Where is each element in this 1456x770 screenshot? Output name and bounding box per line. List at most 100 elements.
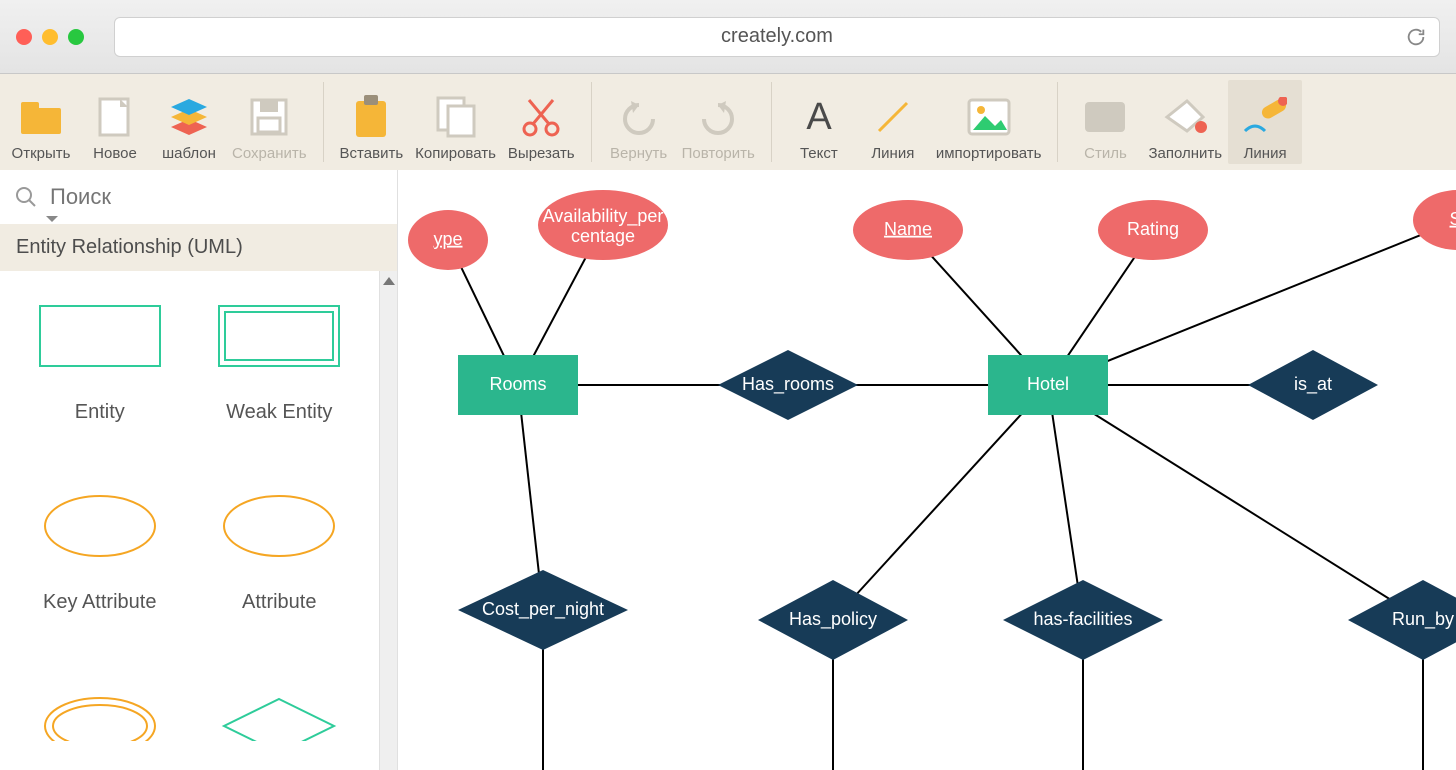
canvas[interactable]: ype Availability_per centage Name Rating St R… [398,170,1456,770]
toolbar-template-button[interactable]: шаблон [152,80,226,164]
toolbar-open-button[interactable]: Открыть [4,80,78,164]
node-run_by-label: Run_by [1392,609,1454,630]
pencil-icon [1243,95,1287,139]
scrollbar[interactable] [379,271,397,770]
paste-icon [349,95,393,139]
search-icon [14,185,38,209]
node-rooms[interactable]: Rooms [458,355,578,415]
toolbar: Открыть Новое шаблон Сохранить Вставить … [0,74,1456,170]
toolbar-new-button[interactable]: Новое [78,80,152,164]
reload-icon[interactable] [1405,26,1427,48]
toolbar-import-button[interactable]: импортировать [930,80,1048,164]
toolbar-paste-button[interactable]: Вставить [334,80,410,164]
minimize-window-button[interactable] [42,29,58,45]
relationship-preview-icon [214,681,344,751]
node-name[interactable]: Name [853,200,963,260]
node-has_policy-label: Has_policy [789,609,877,630]
new-icon [93,95,137,139]
toolbar-redo-label: Повторить [682,145,755,162]
toolbar-redo-button: Повторить [676,80,761,164]
weak_entity-preview-icon [214,301,344,371]
toolbar-undo-button: Вернуть [602,80,676,164]
node-rating[interactable]: Rating [1098,200,1208,260]
toolbar-line-button[interactable]: Линия [856,80,930,164]
node-st[interactable]: St [1413,190,1456,250]
shape-entity[interactable]: Entity [10,301,190,491]
import-icon [967,95,1011,139]
toolbar-open-label: Открыть [12,145,71,162]
node-type[interactable]: ype [408,210,488,270]
node-is_at[interactable]: is_at [1248,350,1378,420]
toolbar-cut-button[interactable]: Вырезать [502,80,581,164]
style-icon [1083,95,1127,139]
node-has_rooms[interactable]: Has_rooms [718,350,858,420]
zoom-window-button[interactable] [68,29,84,45]
toolbar-undo-label: Вернуть [610,145,667,162]
undo-icon [617,95,661,139]
search-dropdown-icon[interactable] [46,216,58,222]
attr-preview-icon [214,491,344,561]
toolbar-save-label: Сохранить [232,145,307,162]
toolbar-pencil-label: Линия [1244,145,1287,162]
toolbar-template-label: шаблон [162,145,216,162]
shape-attr[interactable]: Attribute [190,491,370,681]
shape-weak_entity-label: Weak Entity [226,401,332,424]
window-controls [16,29,84,45]
cut-icon [519,95,563,139]
node-cost-label: Cost_per_night [482,599,604,620]
shape-relationship[interactable] [190,681,370,770]
sidebar: Entity Relationship (UML) Entity Weak En… [0,170,398,770]
node-hotel[interactable]: Hotel [988,355,1108,415]
node-st-label: St [1449,209,1456,229]
category-header[interactable]: Entity Relationship (UML) [0,224,397,271]
shape-key_attr-label: Key Attribute [43,591,156,614]
node-cost[interactable]: Cost_per_night [458,570,628,650]
address-bar[interactable]: creately.com [114,17,1440,57]
node-has_policy[interactable]: Has_policy [758,580,908,660]
shape-entity-label: Entity [75,401,125,424]
entity-preview-icon [35,301,165,371]
shape-key_attr[interactable]: Key Attribute [10,491,190,681]
search-row [0,170,397,224]
node-name-label: Name [884,219,932,239]
toolbar-text-button[interactable]: A Текст [782,80,856,164]
node-has_fac[interactable]: has-facilities [1003,580,1163,660]
toolbar-cut-label: Вырезать [508,145,575,162]
text-icon: A [797,95,841,139]
line-icon [871,95,915,139]
toolbar-import-label: импортировать [936,145,1042,162]
workspace: Entity Relationship (UML) Entity Weak En… [0,170,1456,770]
toolbar-style-button: Стиль [1068,80,1142,164]
edge-hotel-has_policy[interactable] [833,385,1048,620]
key_attr-preview-icon [35,491,165,561]
node-hotel-label: Hotel [1027,374,1069,394]
shape-weak_entity[interactable]: Weak Entity [190,301,370,491]
toolbar-fill-button[interactable]: Заполнить [1142,80,1228,164]
node-is_at-label: is_at [1294,374,1332,395]
node-run_by[interactable]: Run_by [1348,580,1456,660]
scroll-up-icon[interactable] [383,277,395,285]
shape-palette: Entity Weak Entity Key Attribute Attribu… [0,271,397,770]
svg-text:A: A [806,97,832,137]
toolbar-style-label: Стиль [1084,145,1127,162]
fill-icon [1163,95,1207,139]
node-avail[interactable]: Availability_per centage [538,190,668,260]
toolbar-fill-label: Заполнить [1148,145,1222,162]
node-type-label: ype [433,229,462,249]
toolbar-pencil-button[interactable]: Линия [1228,80,1302,164]
edge-hotel-run_by[interactable] [1048,385,1423,620]
toolbar-paste-label: Вставить [340,145,404,162]
browser-chrome: creately.com [0,0,1456,74]
toolbar-copy-button[interactable]: Копировать [409,80,502,164]
toolbar-text-label: Текст [800,145,838,162]
close-window-button[interactable] [16,29,32,45]
save-icon [247,95,291,139]
template-icon [167,95,211,139]
toolbar-copy-label: Копировать [415,145,496,162]
search-input[interactable] [50,184,383,210]
node-rooms-label: Rooms [489,374,546,394]
toolbar-line-label: Линия [871,145,914,162]
shape-multi_attr[interactable] [10,681,190,770]
copy-icon [434,95,478,139]
category-label: Entity Relationship (UML) [16,236,243,258]
